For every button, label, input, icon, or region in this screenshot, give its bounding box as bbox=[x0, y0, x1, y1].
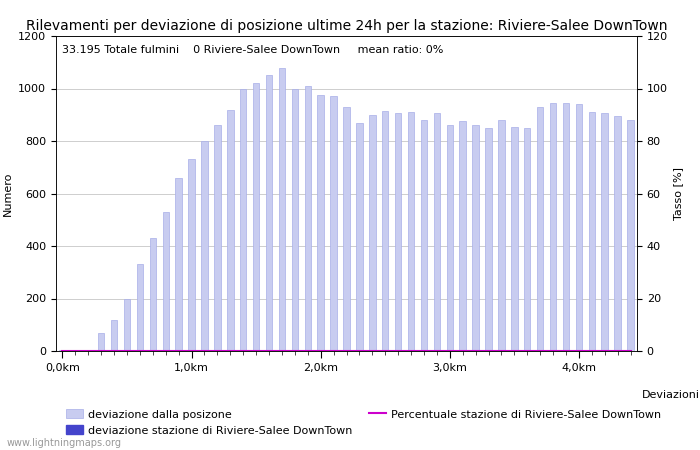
Bar bbox=[447, 125, 453, 351]
Text: 33.195 Totale fulmini    0 Riviere-Salee DownTown     mean ratio: 0%: 33.195 Totale fulmini 0 Riviere-Salee Do… bbox=[62, 45, 443, 55]
Bar bbox=[150, 238, 156, 351]
Bar bbox=[292, 89, 298, 351]
Bar bbox=[575, 104, 582, 351]
Bar bbox=[60, 350, 66, 351]
Bar bbox=[253, 83, 260, 351]
Bar bbox=[317, 95, 324, 351]
Bar bbox=[511, 126, 517, 351]
Bar bbox=[369, 115, 376, 351]
Bar bbox=[524, 128, 531, 351]
Bar bbox=[601, 113, 608, 351]
Bar bbox=[124, 298, 130, 351]
Bar bbox=[279, 68, 285, 351]
Bar bbox=[162, 212, 169, 351]
Bar bbox=[266, 75, 272, 351]
Bar bbox=[498, 120, 505, 351]
Bar bbox=[343, 107, 350, 351]
Bar bbox=[627, 120, 634, 351]
Bar bbox=[202, 141, 208, 351]
Text: www.lightningmaps.org: www.lightningmaps.org bbox=[7, 438, 122, 448]
Bar bbox=[537, 107, 543, 351]
Bar bbox=[485, 128, 492, 351]
Bar bbox=[111, 320, 118, 351]
Y-axis label: Tasso [%]: Tasso [%] bbox=[673, 167, 683, 220]
Text: Deviazioni: Deviazioni bbox=[641, 390, 699, 400]
Bar bbox=[421, 120, 427, 351]
Bar bbox=[473, 125, 479, 351]
Bar bbox=[459, 122, 466, 351]
Bar bbox=[188, 159, 195, 351]
Bar bbox=[72, 350, 78, 351]
Bar bbox=[550, 103, 556, 351]
Bar bbox=[382, 111, 389, 351]
Bar bbox=[408, 112, 414, 351]
Bar bbox=[240, 89, 246, 351]
Bar bbox=[98, 333, 104, 351]
Title: Rilevamenti per deviazione di posizione ultime 24h per la stazione: Riviere-Sale: Rilevamenti per deviazione di posizione … bbox=[26, 19, 667, 33]
Bar bbox=[395, 113, 401, 351]
Bar bbox=[330, 96, 337, 351]
Bar bbox=[214, 125, 220, 351]
Legend: deviazione dalla posizone, deviazione stazione di Riviere-Salee DownTown, Percen: deviazione dalla posizone, deviazione st… bbox=[62, 405, 666, 440]
Bar bbox=[563, 103, 569, 351]
Bar bbox=[304, 86, 311, 351]
Bar bbox=[85, 350, 92, 351]
Bar bbox=[589, 112, 595, 351]
Bar bbox=[227, 109, 234, 351]
Bar bbox=[615, 116, 621, 351]
Bar bbox=[434, 113, 440, 351]
Bar bbox=[176, 178, 182, 351]
Y-axis label: Numero: Numero bbox=[3, 171, 13, 216]
Bar bbox=[356, 122, 363, 351]
Bar bbox=[136, 265, 144, 351]
